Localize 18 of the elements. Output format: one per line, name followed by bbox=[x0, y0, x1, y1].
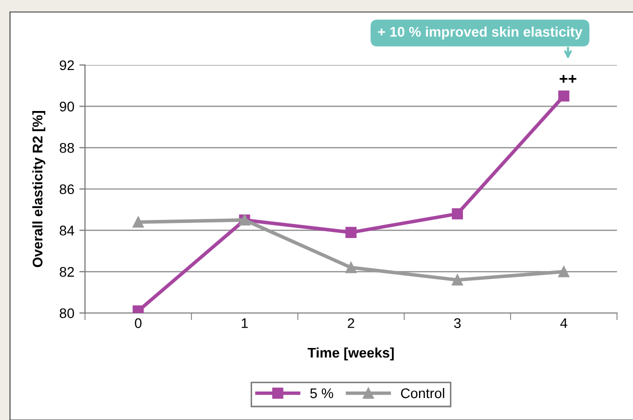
legend-label: Control bbox=[401, 388, 444, 398]
x-tick-label: 3 bbox=[454, 318, 461, 328]
legend-label: 5 % bbox=[310, 388, 334, 398]
y-tick-label: 80 bbox=[60, 308, 74, 318]
x-tick-label: 1 bbox=[242, 318, 248, 328]
y-tick-label: 90 bbox=[60, 102, 74, 112]
y-tick-label: 92 bbox=[60, 60, 74, 70]
annotation: ++ bbox=[560, 74, 576, 83]
y-tick-label: 84 bbox=[60, 226, 74, 236]
x-tick-label: 4 bbox=[560, 318, 568, 328]
y-tick-label: 86 bbox=[60, 184, 74, 194]
y-axis-title: Overall elasticity R2 [%] bbox=[32, 111, 46, 268]
x-axis-title: Time [weeks] bbox=[308, 347, 394, 360]
y-tick-label: 82 bbox=[60, 267, 74, 277]
text: + 10 % improved skin elasticity bbox=[378, 26, 582, 40]
x-tick-label: 2 bbox=[348, 318, 354, 328]
x-tick-label: 0 bbox=[134, 318, 142, 328]
y-tick-label: 88 bbox=[60, 143, 74, 153]
